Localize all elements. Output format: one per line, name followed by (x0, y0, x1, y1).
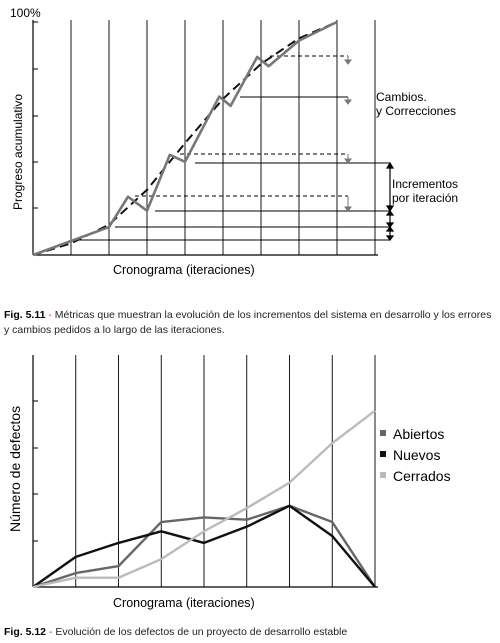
fig2-series (32, 409, 377, 589)
legend-label: Cerrados (393, 468, 451, 484)
label-line: Incrementos (392, 177, 458, 191)
fig1-increment-arrows (385, 161, 395, 241)
arrowhead (385, 222, 395, 228)
legend-swatch (380, 430, 386, 436)
legend-swatch (380, 472, 386, 478)
caption-number: Fig. 5.12 (4, 626, 47, 638)
series-line-abiertos (32, 504, 377, 589)
arrowhead (385, 235, 395, 241)
fig2-y-axis-label: Número de defectos (7, 406, 23, 532)
fig1-change-arrows (344, 56, 352, 212)
caption-fig-5-12: Fig. 5.12 - Evolución de los defectos de… (4, 626, 348, 638)
label-line: Cambios. (376, 90, 427, 104)
arrowhead (385, 210, 395, 216)
figure-5-11: 100% Progreso acumulativo Cronograma (it… (10, 6, 458, 277)
legend-label: Nuevos (393, 447, 440, 463)
arrowhead (344, 59, 352, 65)
series-line-cerrados (32, 409, 376, 589)
arrowhead (344, 99, 352, 105)
series-line-nuevos (32, 504, 376, 588)
arrowhead (385, 226, 395, 232)
caption-fig-5-11: Fig. 5.11 - Métricas que muestran la evo… (4, 309, 492, 336)
caption-number: Fig. 5.11 (4, 309, 46, 321)
fig1-gridlines (70, 20, 376, 255)
fig1-y-axis-label: Progreso acumulativo (11, 94, 25, 210)
label-line: por iteración (392, 191, 458, 205)
arrowhead (344, 206, 352, 212)
fig2-gridlines (75, 355, 376, 587)
fig2-x-axis-label: Cronograma (iteraciones) (113, 596, 255, 610)
caption-text: Métricas que muestran la evolución de lo… (4, 309, 492, 336)
fig1-y-ticks (33, 21, 38, 209)
caption-text: Evolución de los defectos de un proyecto… (55, 626, 348, 638)
arrowhead (385, 205, 395, 213)
legend-swatch (380, 451, 386, 457)
legend-label: Abiertos (393, 426, 444, 442)
fig1-x-axis-label: Cronograma (iteraciones) (113, 263, 255, 277)
fig1-guide-lines (73, 96, 390, 241)
fig1-changes-label: Cambios. y Correcciones (376, 90, 456, 118)
fig2-y-ticks (33, 400, 38, 542)
arrowhead (344, 158, 352, 164)
fig1-top-label: 100% (10, 6, 41, 20)
arrowhead (385, 161, 395, 169)
label-line: y Correcciones (376, 104, 456, 118)
fig1-actual-progress-line (32, 20, 338, 257)
figure-5-12: Abiertos Nuevos Cerrados Número de defecto… (7, 355, 451, 610)
fig1-increments-label: Incrementos por iteración (392, 177, 458, 205)
fig2-legend: Abiertos Nuevos Cerrados (380, 426, 451, 484)
fig1-guide-dashed (135, 55, 348, 197)
